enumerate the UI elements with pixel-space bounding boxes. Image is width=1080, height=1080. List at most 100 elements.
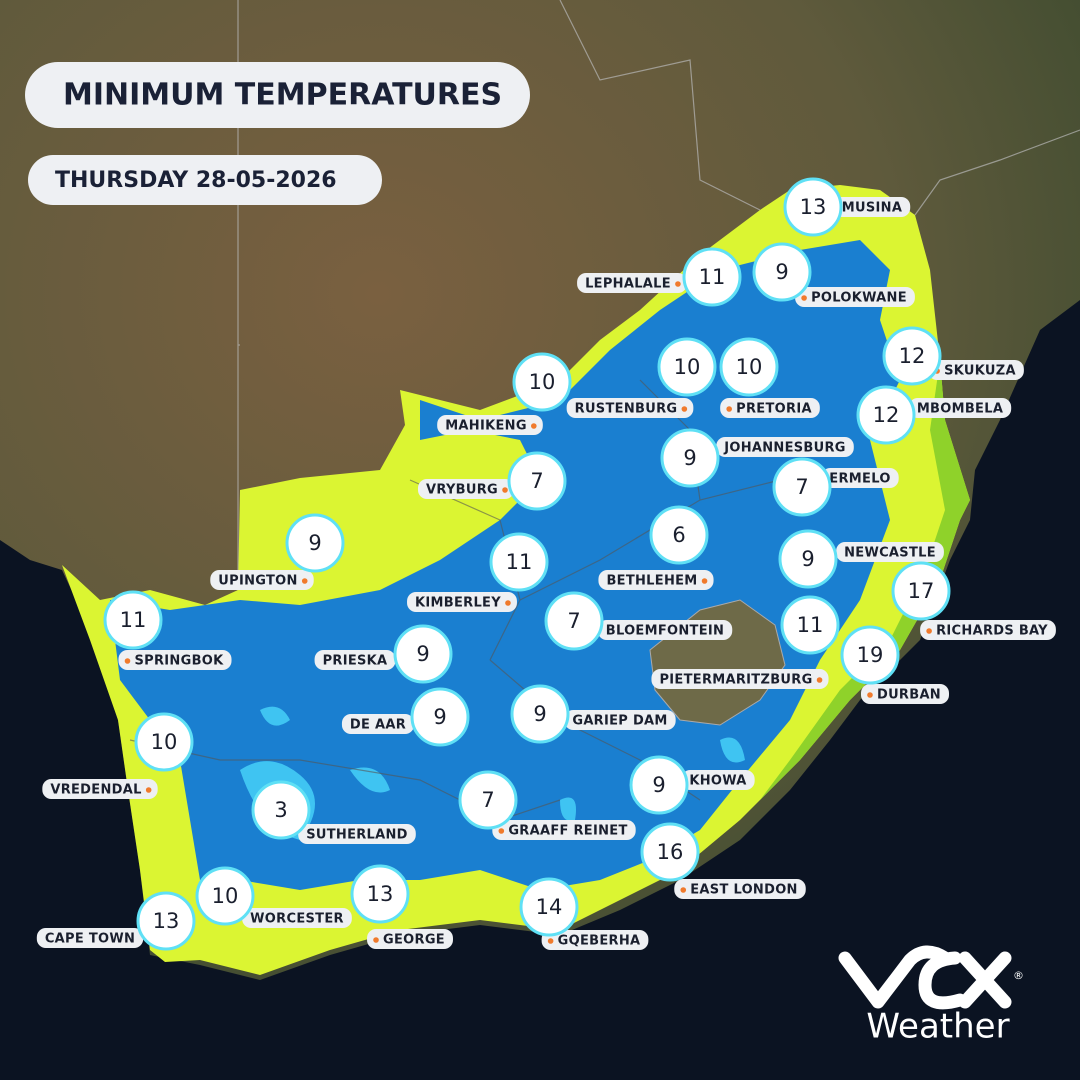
city: ERMELO 7 bbox=[772, 457, 899, 517]
city-name: MAHIKENG bbox=[445, 419, 527, 434]
city-label-bg bbox=[210, 570, 314, 590]
temperature: 9 bbox=[801, 547, 814, 571]
temp-circle bbox=[660, 428, 720, 488]
temperature: 9 bbox=[416, 642, 429, 666]
city-dot bbox=[726, 406, 732, 412]
city-name: JOHANNESBURG bbox=[723, 441, 846, 456]
temperature: 12 bbox=[899, 344, 926, 368]
city-name: GQEBERHA bbox=[558, 934, 641, 949]
city-label-bg bbox=[795, 287, 915, 307]
city: RICHARDS BAY 17 bbox=[891, 561, 1056, 640]
city: POLOKWANE 9 bbox=[752, 242, 915, 307]
title-pill bbox=[25, 62, 530, 128]
temp-circle bbox=[778, 529, 838, 589]
city-name: GARIEP DAM bbox=[572, 714, 667, 729]
city-label-bg bbox=[920, 620, 1056, 640]
city-name: DURBAN bbox=[877, 688, 941, 703]
date-pill bbox=[28, 155, 382, 205]
city: VREDENDAL 10 bbox=[42, 712, 194, 799]
country-border bbox=[237, 0, 1080, 595]
temperature: 14 bbox=[536, 895, 563, 919]
city: BETHLEHEM 6 bbox=[598, 505, 714, 590]
city-name: POLOKWANE bbox=[811, 291, 907, 306]
city: GQEBERHA 14 bbox=[519, 877, 649, 950]
city-dot bbox=[867, 692, 873, 698]
city: JOHANNESBURG 9 bbox=[660, 428, 854, 488]
city: SPRINGBOK 11 bbox=[103, 590, 232, 670]
temperature: 10 bbox=[529, 370, 556, 394]
temperature: 19 bbox=[857, 643, 884, 667]
temp-circle bbox=[489, 532, 549, 592]
city-name: SUTHERLAND bbox=[306, 828, 408, 843]
registered-mark: ® bbox=[1013, 969, 1024, 982]
city-name: MUSINA bbox=[842, 201, 902, 216]
temp-circle bbox=[640, 822, 700, 882]
city-label-bg bbox=[437, 415, 543, 435]
city: GARIEP DAM 9 bbox=[510, 684, 676, 744]
temp-circle bbox=[752, 242, 812, 302]
city-name: BETHLEHEM bbox=[606, 574, 697, 589]
city-label-bg bbox=[36, 928, 144, 948]
city-name: KIMBERLEY bbox=[415, 596, 501, 611]
city-label-bg bbox=[42, 779, 158, 799]
city-name: UPINGTON bbox=[218, 574, 297, 589]
city-label-bg bbox=[367, 929, 453, 949]
temp-circle bbox=[682, 247, 742, 307]
city-name: NEWCASTLE bbox=[844, 546, 936, 561]
city: MBOMBELA 12 bbox=[856, 385, 1012, 445]
city-name: RUSTENBURG bbox=[575, 402, 678, 417]
temp-circle bbox=[507, 451, 567, 511]
city-label-bg bbox=[417, 479, 515, 499]
city-label-bg bbox=[566, 398, 694, 418]
city: KHOWA 9 bbox=[629, 755, 755, 815]
temp-circle bbox=[772, 457, 832, 517]
temperature: 10 bbox=[151, 730, 178, 754]
temp-circle bbox=[512, 352, 572, 412]
city: PRETORIA 10 bbox=[719, 337, 820, 418]
city-name: LEPHALALE bbox=[585, 277, 671, 292]
city-name: KHOWA bbox=[689, 774, 746, 789]
city-label-bg bbox=[577, 273, 687, 293]
city-name: GEORGE bbox=[383, 933, 445, 948]
city-label-bg bbox=[681, 770, 755, 790]
city: NEWCASTLE 9 bbox=[778, 529, 944, 589]
logo-text: Weather bbox=[866, 1007, 1009, 1047]
temp-circle bbox=[856, 385, 916, 445]
temp-circle bbox=[136, 891, 196, 951]
city-label-bg bbox=[598, 570, 714, 590]
temp-circle bbox=[882, 326, 942, 386]
temperature: 11 bbox=[699, 265, 726, 289]
city-label-bg bbox=[821, 468, 899, 488]
temp-circle bbox=[410, 687, 470, 747]
temperature: 10 bbox=[674, 355, 701, 379]
temperature: 7 bbox=[795, 475, 808, 499]
city-name: BLOEMFONTEIN bbox=[606, 624, 724, 639]
temperature: 13 bbox=[800, 195, 827, 219]
temperature: 10 bbox=[212, 884, 239, 908]
city-dot bbox=[681, 406, 688, 412]
city-label-bg bbox=[242, 908, 352, 928]
city-label-bg bbox=[651, 669, 829, 689]
city-name: WORCESTER bbox=[250, 912, 344, 927]
city-dot bbox=[531, 423, 537, 429]
temperature: 16 bbox=[657, 840, 684, 864]
city: PIETERMARITZBURG 11 bbox=[651, 595, 840, 689]
temperature: 17 bbox=[908, 579, 935, 603]
city: SUTHERLAND 3 bbox=[251, 780, 416, 844]
city-name: ERMELO bbox=[829, 472, 890, 487]
city-label-bg bbox=[674, 879, 806, 899]
city-label-bg bbox=[341, 714, 415, 734]
city-name: SPRINGBOK bbox=[134, 654, 224, 669]
city: GRAAFF REINET 7 bbox=[458, 770, 636, 840]
city-name: SKUKUZA bbox=[944, 364, 1016, 379]
temperature: 3 bbox=[274, 798, 287, 822]
city-dot bbox=[301, 578, 308, 584]
city-dot bbox=[680, 887, 687, 893]
temp-circle bbox=[458, 770, 518, 830]
city-label-bg bbox=[716, 437, 854, 457]
city-name: PRIESKA bbox=[323, 654, 388, 669]
temperature: 9 bbox=[533, 702, 546, 726]
logo-mark bbox=[838, 945, 1012, 1010]
city-label-bg bbox=[720, 398, 820, 418]
temperature: 9 bbox=[775, 260, 788, 284]
